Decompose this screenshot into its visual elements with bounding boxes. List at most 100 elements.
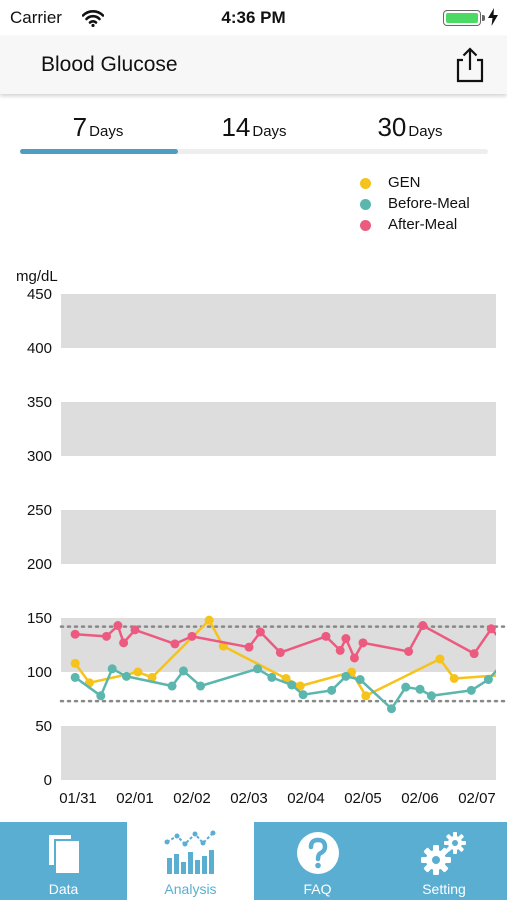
data-point: [483, 675, 493, 685]
x-tick-label: 02/04: [287, 790, 325, 807]
data-point: [469, 649, 479, 659]
nav-bar: Blood Glucose: [0, 36, 507, 94]
tab-data[interactable]: Data: [0, 822, 127, 900]
data-point: [327, 685, 337, 695]
data-point: [204, 615, 214, 625]
data-point: [349, 653, 359, 663]
range-track: [20, 149, 488, 154]
share-button[interactable]: [452, 46, 488, 84]
data-point: [387, 704, 396, 714]
data-point: [255, 627, 265, 637]
range-tab-number: 30: [377, 112, 407, 142]
data-point: [501, 641, 507, 650]
legend-label: After-Meal: [388, 216, 458, 233]
data-point: [287, 680, 297, 690]
x-tick-label: 01/31: [59, 790, 97, 807]
data-documents-icon: [0, 830, 127, 878]
grid-band: [61, 510, 496, 564]
data-point: [298, 690, 308, 700]
range-tab-30-days[interactable]: 30 Days: [332, 112, 488, 148]
data-point: [70, 658, 80, 668]
y-tick-label: 50: [35, 718, 52, 735]
battery-level-fill: [446, 13, 478, 23]
grid-band: [61, 294, 496, 348]
data-point: [70, 629, 80, 639]
y-tick-label: 0: [44, 772, 52, 789]
data-point: [121, 671, 131, 681]
data-point: [495, 672, 496, 678]
data-point: [107, 664, 117, 674]
tab-label: FAQ: [303, 881, 332, 897]
data-point: [170, 639, 180, 649]
page-title: Blood Glucose: [41, 53, 178, 76]
range-tab-number: 14: [221, 112, 251, 142]
data-point: [244, 642, 254, 652]
carrier-label: Carrier: [10, 8, 62, 27]
status-time: 4:36 PM: [221, 8, 286, 27]
range-selector: 7 Days 14 Days 30 Days: [20, 112, 488, 156]
legend-dot-gen: [360, 178, 371, 189]
tab-faq[interactable]: FAQ: [254, 822, 381, 900]
data-point: [341, 634, 351, 644]
y-tick-label: 250: [27, 502, 52, 519]
y-tick-label: 150: [27, 610, 52, 627]
data-point: [275, 648, 285, 658]
range-tab-7-days[interactable]: 7 Days: [20, 112, 176, 148]
x-tick-label: 02/01: [116, 790, 154, 807]
range-tab-unit: Days: [252, 123, 287, 140]
status-bar: Carrier 4:36 PM: [0, 0, 507, 36]
data-point: [96, 691, 106, 701]
data-point: [426, 691, 436, 701]
battery-icon: [443, 10, 485, 26]
data-point: [466, 685, 476, 695]
tab-label: Setting: [422, 881, 466, 897]
data-point: [435, 654, 445, 664]
settings-gears-icon: [381, 830, 507, 878]
legend-dot-before-meal: [360, 199, 371, 210]
data-point: [295, 681, 305, 691]
charging-bolt-icon: [488, 8, 498, 31]
range-tab-unit: Days: [89, 123, 124, 140]
tab-bar: Data Analysis: [0, 822, 507, 900]
range-tab-unit: Days: [408, 123, 443, 140]
x-tick-label: 02/02: [173, 790, 211, 807]
data-point: [401, 682, 411, 692]
data-point: [70, 672, 80, 682]
data-point: [321, 631, 331, 641]
data-point: [449, 673, 459, 683]
data-point: [267, 672, 277, 682]
range-tab-14-days[interactable]: 14 Days: [176, 112, 332, 148]
data-point: [358, 638, 368, 648]
x-tick-label: 02/06: [401, 790, 439, 807]
series-line: [74, 667, 496, 710]
y-axis-label: mg/dL: [16, 268, 58, 285]
data-point: [418, 621, 428, 631]
series-after-meal: [70, 621, 507, 663]
tab-setting[interactable]: Setting: [381, 822, 507, 900]
analysis-chart-icon: [127, 830, 254, 878]
tab-analysis[interactable]: Analysis: [127, 822, 254, 900]
data-point: [130, 625, 140, 635]
x-tick-label: 02/03: [230, 790, 268, 807]
y-tick-label: 200: [27, 556, 52, 573]
tab-label: Data: [48, 881, 79, 897]
data-point: [361, 691, 371, 701]
y-tick-label: 100: [27, 664, 52, 681]
data-point: [404, 646, 414, 656]
grid-band: [61, 726, 496, 780]
legend-label: Before-Meal: [388, 195, 470, 212]
y-tick-label: 450: [27, 286, 52, 303]
data-point: [119, 638, 129, 648]
data-point: [102, 631, 111, 641]
y-tick-label: 350: [27, 394, 52, 411]
data-point: [178, 666, 188, 676]
grid-band: [61, 402, 496, 456]
range-tab-number: 7: [72, 112, 88, 142]
data-point: [133, 667, 143, 677]
faq-question-icon: [254, 830, 381, 878]
x-tick-label: 02/07: [458, 790, 496, 807]
tab-label: Analysis: [164, 881, 217, 897]
legend-label: GEN: [388, 174, 421, 191]
data-point: [415, 684, 425, 694]
